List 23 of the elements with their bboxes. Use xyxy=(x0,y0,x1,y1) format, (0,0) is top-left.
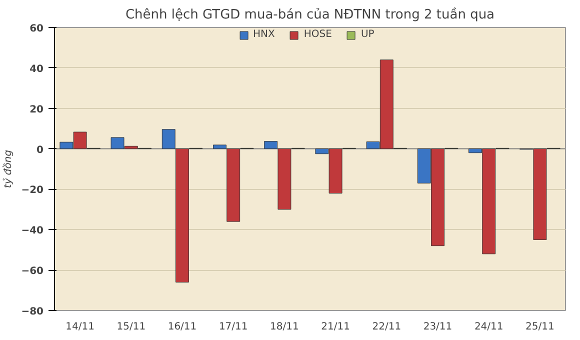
legend-label: UP xyxy=(360,29,376,40)
x-tick-label: 16/11 xyxy=(168,322,197,332)
y-tick-label: 0 xyxy=(36,144,44,156)
legend-label: HOSE xyxy=(304,29,332,40)
x-tick-label: 24/11 xyxy=(474,322,504,332)
y-tick-label: −40 xyxy=(21,226,44,237)
x-tick-label: 17/11 xyxy=(218,322,248,332)
y-tick-label: −20 xyxy=(21,185,44,196)
x-tick-label: 14/11 xyxy=(66,322,94,332)
legend-label: HNX xyxy=(253,29,275,40)
x-tick-label: 23/11 xyxy=(423,322,452,332)
y-tick-label: 40 xyxy=(30,64,44,75)
x-tick-label: 22/11 xyxy=(372,322,402,332)
y-tick-label: −60 xyxy=(21,266,44,278)
x-tick-label: 21/11 xyxy=(321,322,350,332)
y-tick-label: −80 xyxy=(21,306,44,318)
chart-title: Chênh lệch GTGD mua-bán của NĐTNN trong 2 tuần qua xyxy=(125,6,495,22)
x-tick-label: 15/11 xyxy=(116,322,146,332)
y-tick-label: 20 xyxy=(30,104,44,116)
y-axis-title: tỷ đồng xyxy=(2,150,14,188)
y-tick-label: 60 xyxy=(30,24,44,34)
x-tick-label: 18/11 xyxy=(270,322,299,332)
x-tick-label: 25/11 xyxy=(526,322,554,332)
